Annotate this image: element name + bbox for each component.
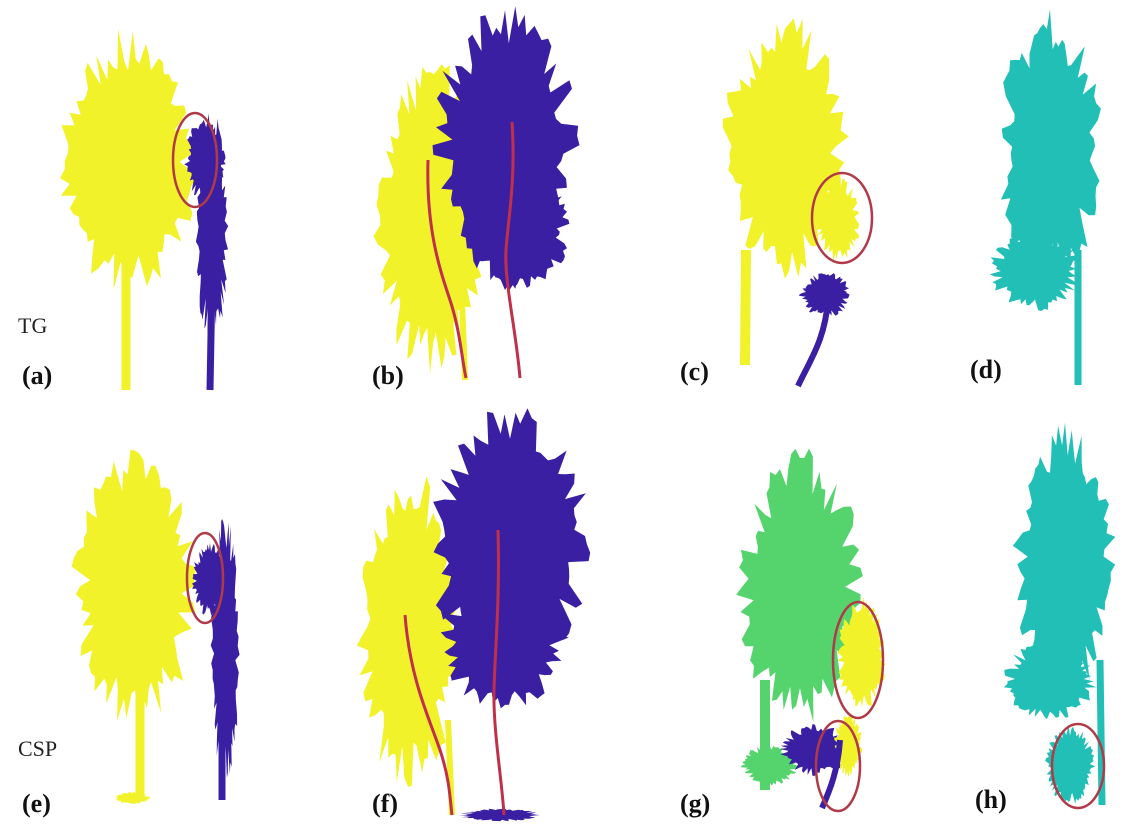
row-label: CSP: [18, 736, 57, 761]
panel-label: (a): [22, 361, 52, 390]
branch: [798, 300, 828, 386]
panel-label: (c): [680, 357, 709, 386]
panel-label: (f): [372, 789, 398, 818]
figure: TG CSP (a) (b) (c) (d) (e) (f) (g) (h): [0, 0, 1135, 824]
crown: [459, 809, 541, 822]
row-label: TG: [18, 313, 47, 338]
trunk: [745, 250, 746, 365]
crown: [1001, 9, 1101, 266]
panel-label: (e): [22, 789, 51, 818]
crown: [1013, 423, 1115, 682]
crown: [72, 450, 197, 724]
trunk: [210, 280, 212, 390]
panel-label: (h): [975, 785, 1007, 814]
annotations: [173, 113, 1104, 815]
panel-label: (g): [680, 789, 710, 818]
crown: [115, 792, 151, 805]
panel-label: (d): [970, 355, 1002, 384]
panel-label: (b): [372, 361, 404, 390]
tree-point-clouds: [60, 6, 1115, 821]
